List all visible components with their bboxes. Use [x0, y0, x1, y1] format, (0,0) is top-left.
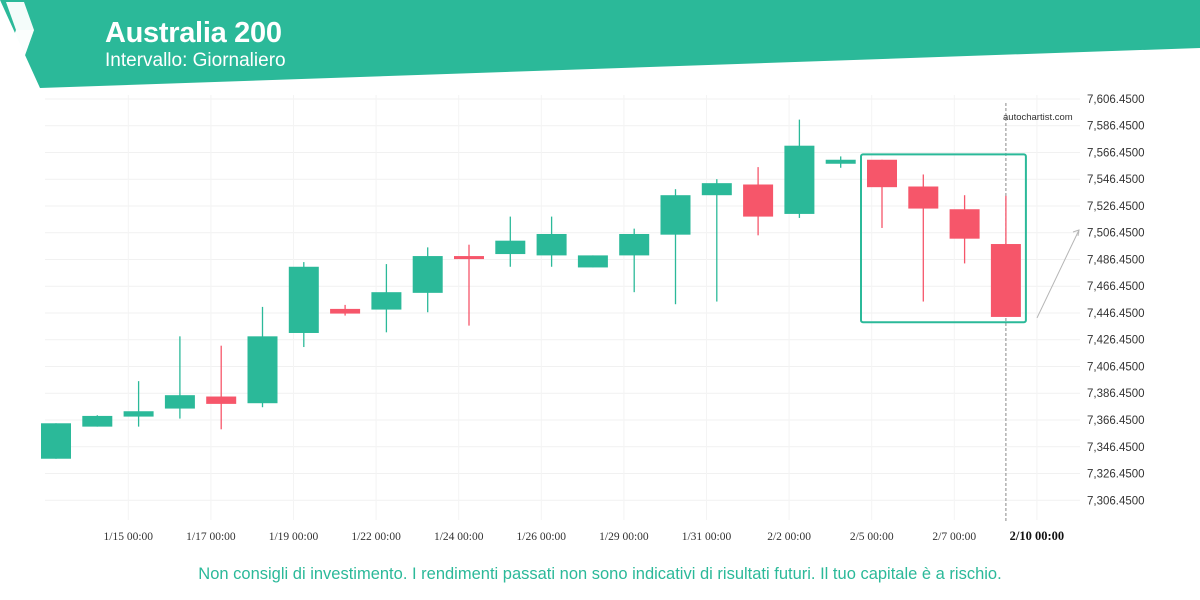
candle-body-down [990, 244, 1021, 317]
candle-body-up [288, 266, 319, 333]
x-tick-label: 1/17 00:00 [186, 531, 236, 543]
candle-body-down [867, 159, 897, 188]
instrument-title: Australia 200 [105, 17, 282, 49]
candle-body-down [908, 186, 939, 209]
pattern-box [860, 153, 1027, 324]
autochartist-watermark: autochartist.com [1003, 112, 1073, 123]
candle-body-up [536, 233, 567, 256]
y-tick-label: 7,606.4500 [1087, 94, 1145, 106]
y-tick-label: 7,426.4500 [1087, 335, 1145, 347]
y-tick-label: 7,546.4500 [1087, 174, 1145, 186]
y-tick-label: 7,566.4500 [1087, 147, 1145, 159]
candle-body-up [41, 423, 71, 459]
interval-subtitle: Intervallo: Giornaliero [105, 50, 286, 71]
x-tick-label: 1/26 00:00 [517, 531, 567, 543]
y-tick-label: 7,446.4500 [1087, 308, 1145, 320]
candle-body-up [82, 415, 113, 427]
header-banner [0, 0, 1200, 88]
y-tick-label: 7,526.4500 [1087, 201, 1145, 213]
x-tick-label: 1/19 00:00 [269, 531, 319, 543]
candlestick-chart: 7,606.4500 7,586.4500 7,566.4500 7,546.4500… [41, 94, 1145, 543]
x-tick-label: 2/5 00:00 [850, 531, 894, 543]
candle-body-up [123, 411, 154, 417]
y-tick-label: 7,486.4500 [1087, 254, 1145, 266]
risk-disclaimer: Non consigli di investimento. I rendimen… [198, 565, 1002, 583]
chart-header: Australia 200 Intervallo: Giornaliero [0, 0, 1200, 90]
x-tick-label: 1/31 00:00 [682, 531, 732, 543]
y-tick-label: 7,406.4500 [1087, 361, 1145, 373]
x-tick-label: 1/15 00:00 [104, 531, 154, 543]
candle-body-up [577, 255, 608, 268]
autochartist-logo-icon [6, 2, 34, 58]
y-tick-label: 7,586.4500 [1087, 121, 1145, 133]
y-tick-label: 7,386.4500 [1087, 388, 1145, 400]
projection-arrow [1036, 229, 1080, 319]
x-tick-label: 2/2 00:00 [767, 531, 811, 543]
x-tick-label: 2/7 00:00 [932, 531, 976, 543]
candle-body-up [701, 183, 732, 196]
candle-body-up [495, 240, 526, 255]
projection-arrow-head [1072, 229, 1080, 237]
y-tick-label: 7,346.4500 [1087, 442, 1145, 454]
x-tick-label: 1/24 00:00 [434, 531, 484, 543]
candle-body-up [660, 195, 691, 235]
x-tick-label: 1/22 00:00 [351, 531, 401, 543]
candle-body-up [247, 336, 278, 404]
y-tick-label: 7,326.4500 [1087, 469, 1145, 481]
y-tick-label: 7,366.4500 [1087, 415, 1145, 427]
candle-body-up [784, 145, 815, 214]
y-tick-label: 7,306.4500 [1087, 495, 1145, 507]
x-tick-label: 1/29 00:00 [599, 531, 649, 543]
candle-body-up [371, 292, 402, 310]
candle-body-up [164, 395, 195, 409]
candle-body-up [619, 233, 650, 256]
candle-body-down [330, 308, 361, 314]
candle-body-down [743, 184, 774, 217]
candle-body-up [825, 159, 856, 164]
candle-body-down [206, 396, 237, 404]
candle-body-down [949, 209, 980, 239]
candle-body-up [412, 256, 443, 293]
y-tick-label: 7,466.4500 [1087, 281, 1145, 293]
candle-body-down [454, 256, 484, 260]
y-tick-label: 7,506.4500 [1087, 228, 1145, 240]
x-tick-label: 2/10 00:00 [1010, 529, 1065, 543]
